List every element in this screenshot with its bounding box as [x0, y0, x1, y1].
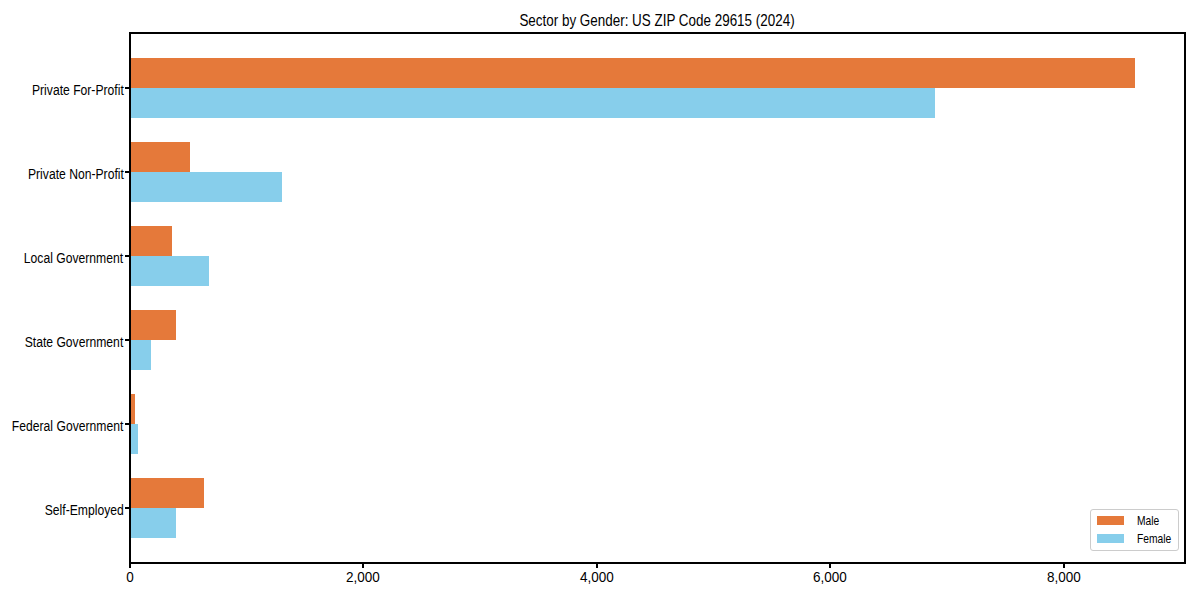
- axes-frame: [129, 32, 1187, 564]
- x-axis-label-0: 0: [94, 568, 166, 585]
- y-tick: [125, 171, 129, 173]
- legend-label-female: Female: [1137, 530, 1171, 548]
- y-tick: [125, 87, 129, 89]
- y-axis-label-private-for-profit: Private For-Profit: [32, 80, 124, 100]
- y-tick: [125, 507, 129, 509]
- x-axis-label-4-000: 4,000: [561, 568, 633, 585]
- y-axis-label-local-government: Local Government: [24, 248, 123, 268]
- legend-item-female: Female: [1097, 530, 1178, 548]
- legend-label-male: Male: [1137, 512, 1159, 530]
- y-tick: [125, 339, 129, 341]
- y-tick: [125, 423, 129, 425]
- figure: Sector by Gender: US ZIP Code 29615 (202…: [0, 0, 1200, 600]
- legend-item-male: Male: [1097, 512, 1178, 530]
- legend-swatch-male: [1097, 516, 1124, 525]
- legend-swatch-female: [1097, 534, 1124, 543]
- x-axis-label-8-000: 8,000: [1028, 568, 1100, 585]
- legend: MaleFemale: [1090, 509, 1179, 551]
- x-axis-label-2-000: 2,000: [327, 568, 399, 585]
- x-axis-label-6-000: 6,000: [794, 568, 866, 585]
- y-tick: [125, 255, 129, 257]
- y-axis-label-self-employed: Self-Employed: [44, 500, 123, 520]
- y-axis-label-state-government: State Government: [25, 332, 124, 352]
- y-axis-label-federal-government: Federal Government: [12, 416, 123, 436]
- y-axis-label-private-non-profit: Private Non-Profit: [28, 164, 124, 184]
